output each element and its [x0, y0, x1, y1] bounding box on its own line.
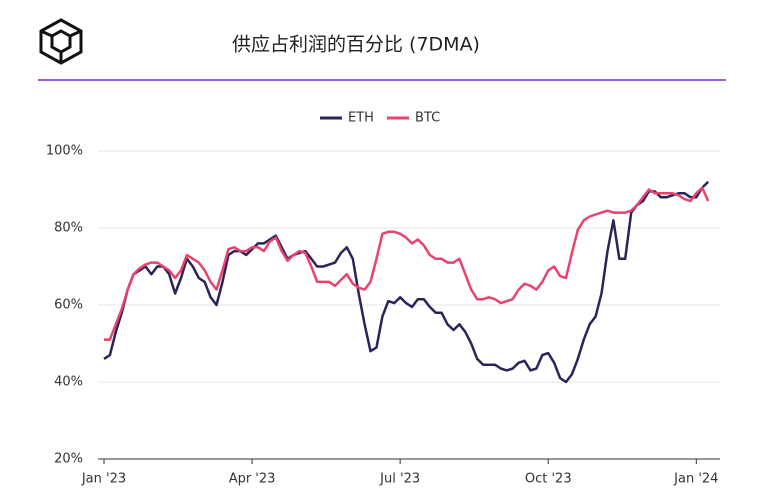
- y-tick-label: 60%: [54, 298, 83, 313]
- x-tick-label: Jul '23: [379, 472, 420, 487]
- y-tick-label: 40%: [54, 375, 83, 390]
- x-tick-label: Jan '24: [673, 472, 718, 487]
- series-line: [103, 180, 710, 384]
- y-tick-label: 100%: [46, 144, 83, 159]
- x-tick-label: Jan '23: [81, 472, 126, 487]
- y-tick-label: 20%: [54, 452, 83, 467]
- chart-title: 供应占利润的百分比 (7DMA): [232, 34, 480, 56]
- x-tick-label: Apr '23: [229, 472, 276, 487]
- legend-label: BTC: [415, 111, 440, 126]
- logo: [39, 18, 83, 65]
- y-tick-label: 80%: [54, 221, 83, 236]
- legend-label: ETH: [348, 111, 374, 126]
- series-line: [104, 186, 710, 341]
- x-tick-label: Oct '23: [525, 472, 572, 487]
